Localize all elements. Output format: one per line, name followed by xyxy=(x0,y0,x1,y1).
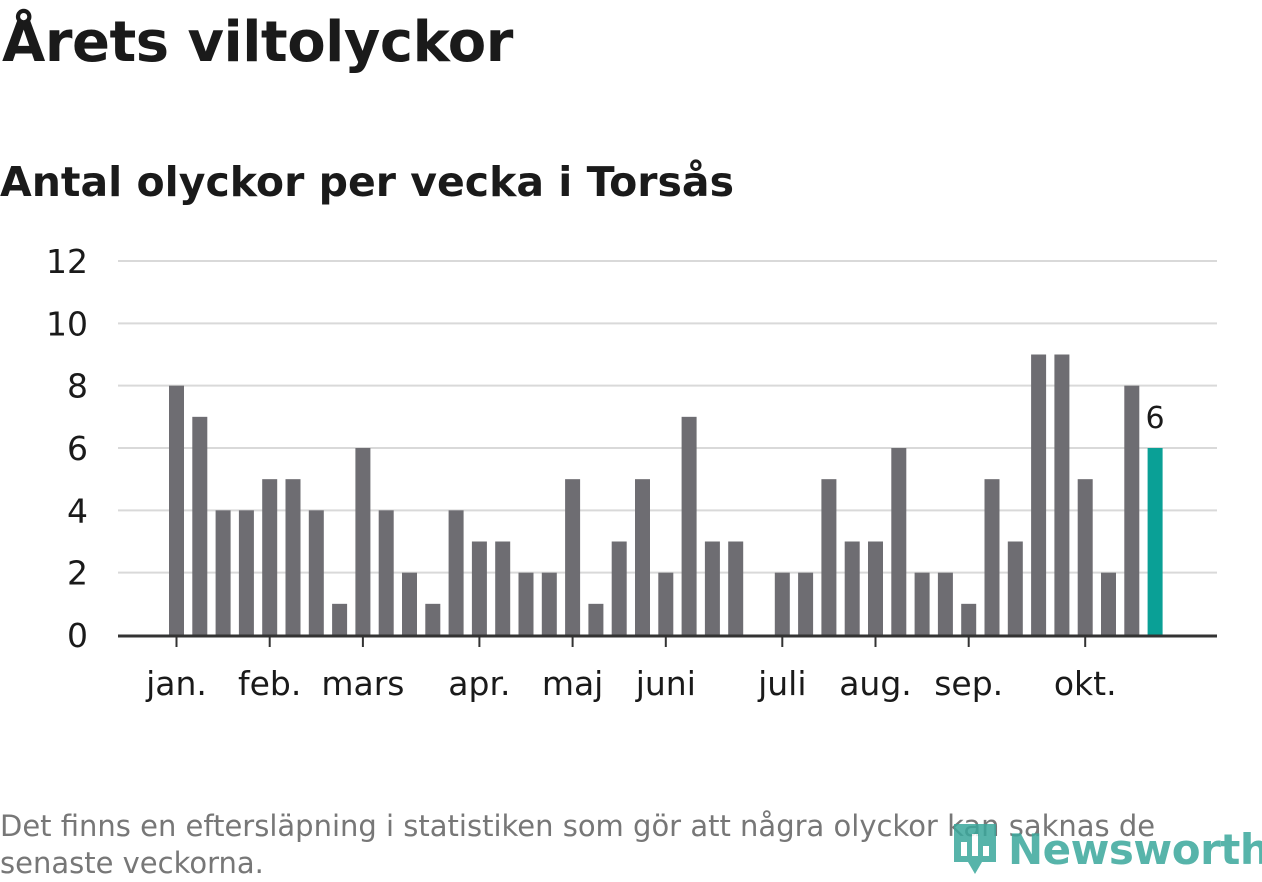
bar xyxy=(588,603,604,635)
bar xyxy=(518,572,534,635)
logo-text: Newsworthy xyxy=(1008,824,1262,874)
chart-title: Årets viltolyckor xyxy=(2,10,513,75)
bar xyxy=(169,385,184,635)
bar xyxy=(844,541,860,635)
bar-highlight xyxy=(1147,448,1163,635)
bar xyxy=(611,541,627,635)
x-axis-month-labels: jan. feb. mars apr. maj juni juli aug. sep. okt. xyxy=(145,635,1117,703)
y-tick-label: 4 xyxy=(67,491,88,530)
bar xyxy=(798,572,814,635)
bar xyxy=(402,572,417,635)
y-tick-label: 2 xyxy=(67,554,88,593)
bar xyxy=(471,541,487,635)
bar xyxy=(635,479,650,635)
bar xyxy=(1101,572,1116,635)
bar xyxy=(1077,479,1093,635)
bar xyxy=(425,603,441,635)
highlight-value-label: 6 xyxy=(1146,401,1165,436)
x-tick-label: apr. xyxy=(448,664,510,703)
bar xyxy=(1031,354,1047,635)
bar xyxy=(774,572,790,635)
y-tick-label: 10 xyxy=(46,304,88,343)
bar xyxy=(984,479,1000,635)
grid-lines xyxy=(118,260,1217,574)
bar xyxy=(937,572,953,635)
bar xyxy=(658,572,674,635)
x-tick-label: maj xyxy=(542,664,604,703)
bars: 6 xyxy=(169,354,1165,635)
y-tick-label: 8 xyxy=(67,367,88,406)
bar xyxy=(1124,385,1140,635)
bar xyxy=(914,572,930,635)
bar xyxy=(728,541,744,635)
x-tick-label: aug. xyxy=(839,664,912,703)
newsworthy-logo: Newsworthy xyxy=(950,820,1262,878)
bar xyxy=(1054,354,1070,635)
bar xyxy=(704,541,720,635)
bar xyxy=(355,448,371,635)
bar xyxy=(681,416,697,635)
x-tick-label: juli xyxy=(757,664,806,703)
bar xyxy=(378,510,394,635)
x-tick-label: sep. xyxy=(934,664,1003,703)
bar xyxy=(891,448,907,635)
x-tick-label: okt. xyxy=(1054,664,1117,703)
bar xyxy=(192,416,208,635)
chart-subtitle: Antal olyckor per vecka i Torsås xyxy=(0,158,734,206)
bar xyxy=(448,510,464,635)
x-tick-label: feb. xyxy=(238,664,301,703)
y-tick-label: 12 xyxy=(46,242,88,281)
bar xyxy=(262,479,278,635)
bar xyxy=(215,510,231,635)
x-tick-label: jan. xyxy=(145,664,207,703)
bar-chart-pin-icon xyxy=(954,824,996,874)
x-tick-label: juni xyxy=(635,664,696,703)
bar xyxy=(565,479,581,635)
bar xyxy=(1007,541,1023,635)
bar xyxy=(961,603,977,635)
bar xyxy=(308,510,324,635)
y-axis-ticks: 0 2 4 6 8 10 12 xyxy=(46,242,88,655)
y-tick-label: 0 xyxy=(67,616,88,655)
bar xyxy=(541,572,557,635)
bar xyxy=(495,541,511,635)
bar xyxy=(332,603,348,635)
bar xyxy=(821,479,837,635)
x-tick-label: mars xyxy=(321,664,404,703)
bar xyxy=(285,479,301,635)
bar xyxy=(868,541,883,635)
bar xyxy=(238,510,254,635)
y-tick-label: 6 xyxy=(67,429,88,468)
